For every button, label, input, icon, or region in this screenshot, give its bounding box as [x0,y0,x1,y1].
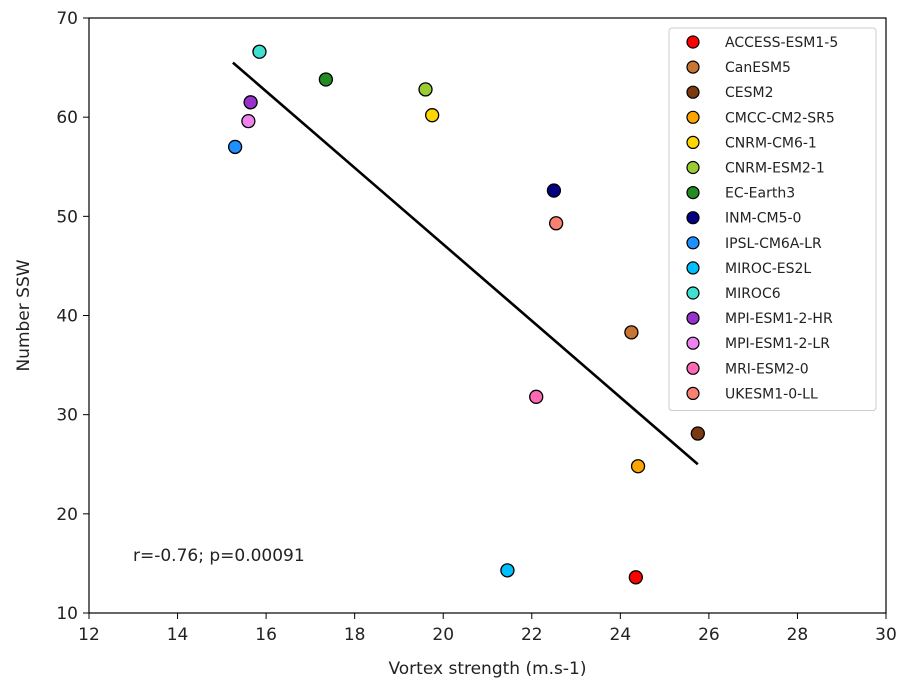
legend-entry-label: MIROC-ES2L [725,261,811,277]
legend-marker [686,135,700,149]
x-tick-label: 12 [78,625,100,645]
y-tick-label: 70 [56,9,78,29]
data-point-inm-cm5-0 [546,183,562,198]
legend: ACCESS-ESM1-5 CanESM5 CESM2 CMCC-CM2-SR5 CNR… [668,27,877,411]
data-point-cesm2 [690,426,705,441]
data-point-cnrm-esm2-1 [418,82,433,97]
legend-entry-label: EC-Earth3 [725,186,795,202]
legend-entry-label: UKESM1-0-LL [725,386,818,402]
y-tick-label: 50 [56,207,78,227]
data-point-ukesm1-0-ll [548,216,564,231]
x-tick-label: 26 [698,625,720,645]
data-point-access-esm1-5 [628,570,643,585]
legend-box [668,27,877,411]
legend-entry-label: IPSL-CM6A-LR [725,236,822,252]
x-axis-label: Vortex strength (m.s-1) [388,659,586,679]
x-tick-label: 28 [787,625,809,645]
plot-area [227,44,705,585]
data-point-miroc-es2l [500,563,515,578]
x-tick-label: 30 [875,625,897,645]
data-point-mpi-esm1-2-hr [243,95,258,110]
x-tick-label: 22 [521,625,543,645]
axes: 12 14 16 18 20 22 24 26 28 30 10 20 30 40 50 60 70 [56,9,896,645]
legend-entry-label: CNRM-CM6-1 [725,135,817,151]
correlation-annotation: r=-0.76; p=0.00091 [133,546,305,566]
legend-marker [686,35,700,49]
legend-marker [686,336,700,350]
legend-entry-label: INM-CM5-0 [725,211,801,227]
legend-marker [686,361,700,375]
legend-marker [686,286,700,300]
legend-entry-label: MPI-ESM1-2-LR [725,336,830,352]
legend-entry-label: ACCESS-ESM1-5 [725,35,838,51]
legend-marker [686,186,700,200]
legend-marker [686,211,700,225]
x-tick-label: 18 [344,625,366,645]
legend-entry-label: MRI-ESM2-0 [725,361,809,377]
data-point-ec-earth3 [318,72,334,87]
data-point-cmcc-cm2-sr5 [630,459,646,474]
legend-marker [686,311,700,325]
legend-marker [686,60,700,74]
x-tick-label: 20 [432,625,454,645]
y-tick-label: 40 [56,307,78,327]
x-tick-label: 16 [255,625,277,645]
data-point-cnrm-cm6-1 [425,108,440,123]
y-tick-label: 60 [56,108,78,128]
legend-marker [686,110,700,124]
data-point-mpi-esm1-2-lr [241,113,256,129]
legend-entry-label: CESM2 [725,85,774,101]
legend-marker [686,160,700,175]
y-tick-label: 30 [56,406,78,426]
data-point-ipsl-cm6a-lr [227,139,243,155]
legend-entry-label: CMCC-CM2-SR5 [725,110,835,126]
legend-entry-label: MPI-ESM1-2-HR [725,311,833,327]
y-tick-label: 20 [56,505,78,525]
x-tick-label: 24 [610,625,632,645]
data-point-miroc6 [252,44,267,59]
legend-entry-label: CanESM5 [725,60,791,76]
y-tick-label: 10 [56,604,78,624]
legend-marker [686,261,700,275]
legend-marker [686,386,700,400]
y-axis-label: Number SSW [14,259,34,371]
x-tick-label: 14 [167,625,189,645]
regression-line [232,61,699,466]
legend-entry-label: CNRM-ESM2-1 [725,161,825,177]
legend-entry-label: MIROC6 [725,286,781,302]
legend-marker [686,236,700,250]
legend-marker [686,85,700,99]
data-point-mri-esm2-0 [529,389,544,404]
data-point-canesm5 [624,325,639,340]
